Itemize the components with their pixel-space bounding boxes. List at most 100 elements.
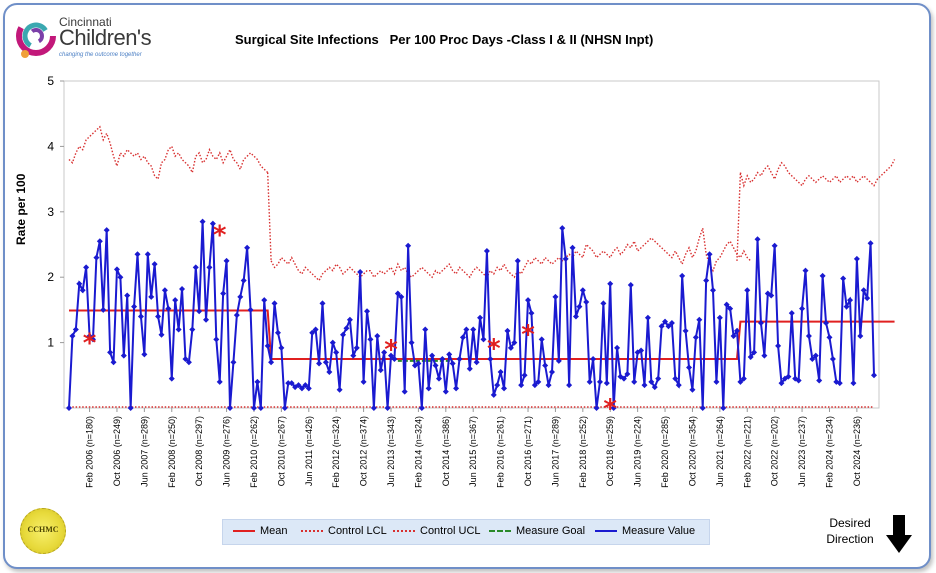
measure-point-202 bbox=[757, 319, 764, 326]
x-tick-label-18: Feb 2018 (n=252) bbox=[578, 416, 588, 488]
x-tick-label-12: Feb 2014 (n=324) bbox=[413, 416, 423, 488]
measure-point-57 bbox=[261, 297, 268, 304]
measure-point-170 bbox=[648, 378, 655, 385]
measure-point-235 bbox=[871, 372, 877, 379]
measure-point-132 bbox=[518, 382, 525, 389]
measure-point-167 bbox=[638, 347, 645, 354]
special-cause-star-3: * bbox=[487, 334, 501, 364]
measure-point-91 bbox=[377, 367, 384, 374]
measure-point-115 bbox=[459, 334, 466, 341]
measure-point-92 bbox=[381, 349, 388, 356]
measure-point-54 bbox=[250, 405, 257, 411]
measure-point-29 bbox=[165, 305, 172, 312]
x-tick-label-9: Feb 2012 (n=324) bbox=[331, 416, 341, 488]
measure-point-118 bbox=[470, 326, 477, 333]
ucl-connector-0 bbox=[266, 172, 272, 261]
special-cause-star-4: * bbox=[521, 320, 535, 350]
x-tick-label-19: Oct 2018 (n=259) bbox=[605, 416, 615, 486]
measure-point-58 bbox=[264, 342, 271, 349]
measure-point-153 bbox=[590, 355, 597, 362]
measure-point-28 bbox=[161, 287, 168, 294]
measure-point-114 bbox=[456, 355, 463, 362]
measure-point-93 bbox=[384, 405, 391, 411]
measure-point-39 bbox=[199, 218, 206, 225]
measure-point-45 bbox=[220, 290, 227, 297]
measure-point-99 bbox=[405, 242, 412, 249]
measure-point-213 bbox=[795, 377, 802, 384]
measure-point-165 bbox=[631, 378, 638, 385]
measure-point-124 bbox=[490, 391, 497, 398]
measure-point-122 bbox=[483, 248, 490, 255]
measure-point-129 bbox=[507, 344, 514, 351]
legend-item-ucl: Control UCL bbox=[393, 525, 481, 537]
measure-point-208 bbox=[778, 380, 785, 387]
measure-point-197 bbox=[740, 375, 747, 382]
x-tick-label-21: Feb 2020 (n=285) bbox=[660, 416, 670, 488]
measure-point-138 bbox=[538, 336, 545, 343]
measure-point-120 bbox=[477, 314, 484, 321]
measure-point-53 bbox=[247, 306, 254, 313]
measure-point-34 bbox=[182, 355, 189, 362]
y-tick-label-2: 3 bbox=[47, 205, 54, 219]
measure-point-177 bbox=[672, 375, 679, 382]
measure-point-131 bbox=[514, 257, 521, 264]
measure-point-19 bbox=[131, 303, 138, 310]
measure-point-16 bbox=[120, 352, 127, 359]
measure-point-67 bbox=[295, 382, 302, 389]
measure-point-48 bbox=[230, 359, 237, 366]
measure-point-218 bbox=[812, 352, 819, 359]
measure-point-102 bbox=[415, 360, 422, 367]
measure-point-89 bbox=[370, 405, 377, 411]
measure-point-181 bbox=[686, 364, 693, 371]
measure-point-144 bbox=[559, 225, 566, 232]
measure-point-230 bbox=[853, 255, 860, 262]
desired-direction-label: Desired Direction bbox=[820, 515, 880, 547]
logo-tagline: changing the outcome together bbox=[59, 52, 142, 58]
measure-point-130 bbox=[511, 339, 518, 346]
measure-point-95 bbox=[391, 355, 398, 362]
measure-point-7 bbox=[89, 336, 96, 343]
x-tick-label-23: Jun 2021 (n=264) bbox=[715, 416, 725, 487]
measure-point-90 bbox=[374, 333, 381, 340]
x-tick-label-10: Oct 2012 (n=374) bbox=[359, 416, 369, 486]
x-tick-label-26: Jun 2023 (n=237) bbox=[797, 416, 807, 487]
measure-point-178 bbox=[675, 382, 682, 389]
measure-point-61 bbox=[274, 329, 281, 336]
measure-point-159 bbox=[610, 405, 617, 411]
measure-point-82 bbox=[346, 316, 353, 323]
measure-point-184 bbox=[696, 316, 703, 323]
measure-point-31 bbox=[172, 297, 179, 304]
measure-point-232 bbox=[860, 287, 867, 294]
measure-point-33 bbox=[179, 285, 186, 292]
measure-point-40 bbox=[203, 316, 210, 323]
measure-point-51 bbox=[240, 277, 247, 284]
measure-point-79 bbox=[336, 386, 343, 393]
measure-point-229 bbox=[850, 380, 857, 387]
measure-point-43 bbox=[213, 336, 220, 343]
measure-point-85 bbox=[357, 268, 364, 275]
measure-point-12 bbox=[107, 349, 114, 356]
measure-point-149 bbox=[576, 303, 583, 310]
legend-label-ucl: Control UCL bbox=[420, 525, 481, 537]
legend-item-lcl: Control LCL bbox=[301, 525, 387, 537]
x-tick-label-5: Jun 2009 (n=276) bbox=[222, 416, 232, 487]
measure-point-215 bbox=[802, 267, 809, 274]
x-tick-label-4: Oct 2008 (n=297) bbox=[194, 416, 204, 486]
chart-legend: Mean Control LCL Control UCL Measure Goa… bbox=[222, 519, 710, 545]
measure-point-200 bbox=[751, 349, 758, 356]
measure-point-182 bbox=[689, 386, 696, 393]
cchmc-seal: CCHMC bbox=[20, 508, 66, 554]
measure-point-185 bbox=[699, 405, 706, 411]
measure-point-175 bbox=[665, 323, 672, 330]
measure-point-47 bbox=[227, 405, 233, 411]
measure-point-225 bbox=[836, 380, 843, 387]
ucl-line-2 bbox=[739, 159, 896, 189]
measure-point-173 bbox=[658, 323, 665, 330]
measure-point-134 bbox=[525, 297, 532, 304]
measure-point-190 bbox=[716, 314, 723, 321]
measure-point-24 bbox=[148, 293, 155, 300]
measure-point-148 bbox=[572, 313, 579, 320]
x-tick-label-11: Jun 2013 (n=343) bbox=[386, 416, 396, 487]
measure-point-140 bbox=[545, 382, 552, 389]
measure-point-233 bbox=[864, 295, 871, 302]
